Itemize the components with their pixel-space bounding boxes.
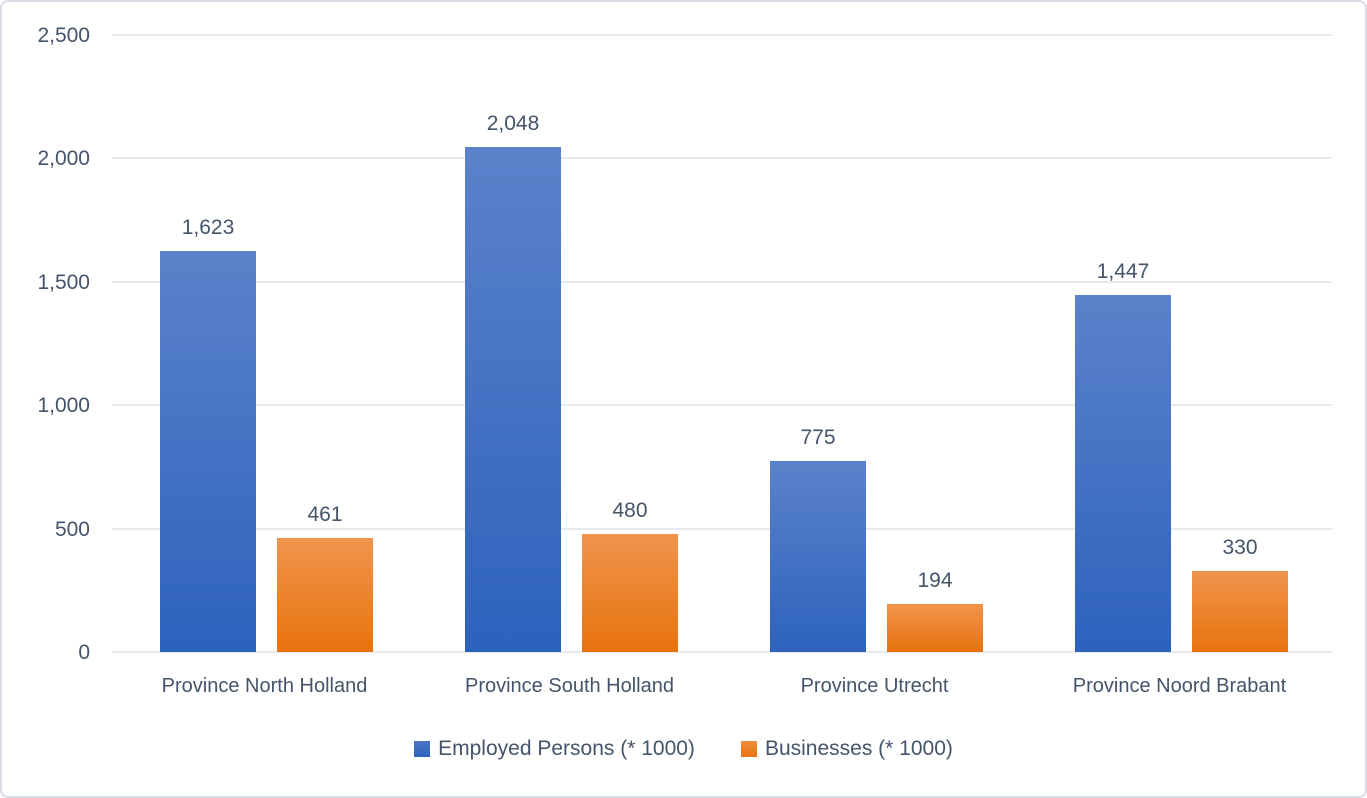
data-label: 775 xyxy=(800,425,836,449)
x-axis-category-label: Province South Holland xyxy=(464,675,674,697)
bar-businesses xyxy=(277,538,373,652)
gridline xyxy=(112,34,1332,36)
y-axis-tick-label: 1,000 xyxy=(37,394,90,418)
y-axis-tick-label: 2,500 xyxy=(37,24,90,47)
data-label: 1,447 xyxy=(1096,259,1150,283)
data-label: 194 xyxy=(917,569,953,593)
data-label: 1,623 xyxy=(181,216,235,240)
legend-marker-icon xyxy=(414,740,431,757)
data-label: 461 xyxy=(307,503,343,527)
legend-marker-icon xyxy=(740,740,757,757)
y-axis-tick-label: 500 xyxy=(54,517,90,541)
legend: Employed Persons (* 1000) Businesses (* 1… xyxy=(2,738,1365,759)
bar-employed-persons xyxy=(465,146,561,652)
data-label: 2,048 xyxy=(486,111,540,135)
legend-item-label: Employed Persons (* 1000) xyxy=(438,737,695,760)
gridline xyxy=(112,404,1332,407)
y-axis-tick-label: 1,500 xyxy=(37,270,90,294)
data-label: 330 xyxy=(1222,535,1258,559)
gridline xyxy=(112,651,1332,653)
gridline xyxy=(112,527,1332,530)
legend-item: Employed Persons (* 1000) xyxy=(414,738,695,759)
x-axis-category-label: Province Utrecht xyxy=(800,675,949,697)
bar-employed-persons xyxy=(770,460,866,652)
x-axis-category-label: Province Noord Brabant xyxy=(1072,675,1287,697)
x-axis-category-label: Province North Holland xyxy=(161,675,368,697)
bar-businesses xyxy=(887,604,983,652)
bar-businesses xyxy=(582,533,678,652)
y-axis-tick-label: 0 xyxy=(78,641,90,664)
legend-item: Businesses (* 1000) xyxy=(740,737,953,760)
gridline xyxy=(112,280,1332,283)
gridline xyxy=(112,157,1332,160)
bar-businesses xyxy=(1192,570,1288,652)
legend-item-label: Businesses (* 1000) xyxy=(764,737,953,760)
data-label: 480 xyxy=(612,498,648,522)
bar-employed-persons xyxy=(160,251,256,652)
bar-employed-persons xyxy=(1075,294,1171,652)
y-axis-tick-label: 2,000 xyxy=(37,147,90,171)
